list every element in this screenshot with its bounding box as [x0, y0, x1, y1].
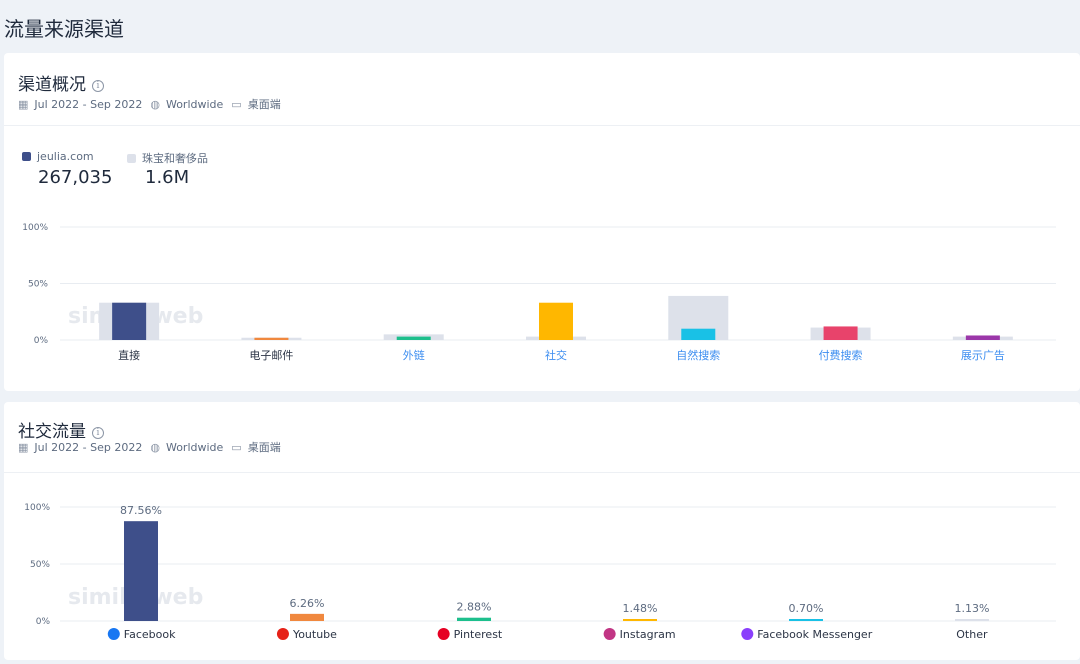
y-tick-label: 0% — [36, 617, 51, 627]
device[interactable]: 桌面端 — [247, 98, 281, 111]
bar-site — [254, 337, 289, 340]
overview-meta: ▦ Jul 2022 - Sep 2022 ◍ Worldwide ▭ 桌面端 — [18, 96, 289, 112]
region[interactable]: Worldwide — [165, 440, 224, 454]
bar-facebook — [124, 521, 158, 621]
divider — [4, 472, 1080, 473]
category-label: Facebook — [124, 628, 176, 641]
bar-instagram — [623, 619, 657, 621]
channel-overview-card: 渠道概况 i ▦ Jul 2022 - Sep 2022 ◍ Worldwide … — [4, 53, 1080, 391]
category-label: 社交 — [545, 348, 567, 362]
bar-other — [955, 619, 989, 621]
social-meta: ▦ Jul 2022 - Sep 2022 ◍ Worldwide ▭ 桌面端 — [18, 439, 289, 455]
bar-facebook-messenger — [789, 619, 823, 621]
category-label: Pinterest — [454, 628, 503, 641]
category-label: Other — [956, 628, 988, 641]
device[interactable]: 桌面端 — [247, 441, 281, 454]
page-title: 流量来源渠道 — [4, 17, 124, 41]
data-label: 1.13% — [955, 602, 990, 615]
category-label: 展示广告 — [961, 349, 1005, 362]
category-other[interactable]: Other — [956, 628, 988, 641]
category-facebook-messenger[interactable]: Facebook Messenger — [741, 628, 873, 641]
category-instagram[interactable]: Instagram — [603, 628, 676, 641]
info-icon[interactable]: i — [92, 427, 104, 439]
data-label: 6.26% — [290, 597, 325, 610]
y-tick-label: 50% — [28, 280, 48, 290]
checkbox-checked-icon[interactable] — [22, 152, 31, 161]
instagram-icon — [603, 628, 616, 640]
data-label: 2.88% — [457, 601, 492, 614]
bar-site — [681, 328, 716, 340]
data-label: 0.70% — [789, 602, 824, 615]
y-tick-label: 100% — [22, 223, 48, 233]
facebook-icon — [107, 628, 120, 640]
legend-label: 珠宝和奢侈品 — [142, 152, 208, 165]
category-label: 直接 — [118, 348, 140, 362]
category-label: 付费搜索 — [819, 348, 863, 362]
legend-item-site[interactable]: jeulia.com — [22, 150, 94, 163]
category-youtube[interactable]: Youtube — [276, 628, 337, 641]
category-pinterest[interactable]: Pinterest — [437, 628, 503, 641]
data-label: 1.48% — [623, 602, 658, 615]
youtube-icon — [276, 628, 289, 640]
legend-label: jeulia.com — [37, 150, 94, 163]
y-tick-label: 50% — [30, 560, 50, 570]
category-label: Instagram — [620, 628, 676, 641]
overview-title: 渠道概况 — [18, 75, 86, 95]
globe-icon: ◍ — [150, 440, 160, 454]
desktop-icon: ▭ — [231, 440, 242, 454]
messenger-icon — [741, 628, 754, 640]
divider — [4, 125, 1080, 126]
calendar-icon: ▦ — [18, 440, 29, 454]
social-traffic-card: 社交流量 i ▦ Jul 2022 - Sep 2022 ◍ Worldwide … — [4, 402, 1080, 660]
industry-visits-value: 1.6M — [145, 167, 190, 188]
y-tick-label: 0% — [34, 336, 49, 346]
category-label: 电子邮件 — [249, 349, 293, 362]
y-tick-label: 100% — [24, 503, 50, 513]
bar-site — [112, 302, 147, 340]
pinterest-icon — [437, 628, 450, 640]
calendar-icon: ▦ — [18, 97, 29, 111]
channel-bar-chart: 100%50%0%similarweb直接电子邮件外链社交自然搜索付费搜索展示广… — [22, 223, 1056, 362]
globe-icon: ◍ — [150, 97, 160, 111]
bar-site — [539, 302, 573, 340]
date-range[interactable]: Jul 2022 - Sep 2022 — [34, 97, 143, 111]
card-title-overview: 渠道概况 i — [18, 70, 104, 95]
bar-pinterest — [457, 617, 491, 621]
checkbox-icon[interactable] — [127, 153, 136, 163]
card-title-social: 社交流量 i — [18, 417, 104, 442]
region[interactable]: Worldwide — [165, 97, 224, 111]
desktop-icon: ▭ — [231, 97, 242, 111]
data-label: 87.56% — [120, 504, 162, 517]
bar-site — [823, 326, 858, 340]
social-bar-chart: 100%50%0%similarweb87.56%Facebook6.26%Yo… — [24, 503, 1056, 641]
category-label: Youtube — [292, 628, 337, 641]
info-icon[interactable]: i — [92, 80, 104, 92]
category-label: 自然搜索 — [676, 348, 720, 362]
bar-site — [396, 336, 431, 340]
social-title: 社交流量 — [18, 422, 86, 442]
category-label: Facebook Messenger — [757, 628, 872, 641]
category-label: 外链 — [403, 348, 425, 362]
bar-youtube — [290, 613, 324, 621]
legend-item-industry[interactable]: 珠宝和奢侈品 — [127, 150, 208, 166]
bar-site — [965, 335, 1000, 340]
site-visits-value: 267,035 — [38, 167, 113, 188]
category-facebook[interactable]: Facebook — [107, 628, 176, 641]
date-range[interactable]: Jul 2022 - Sep 2022 — [34, 440, 143, 454]
